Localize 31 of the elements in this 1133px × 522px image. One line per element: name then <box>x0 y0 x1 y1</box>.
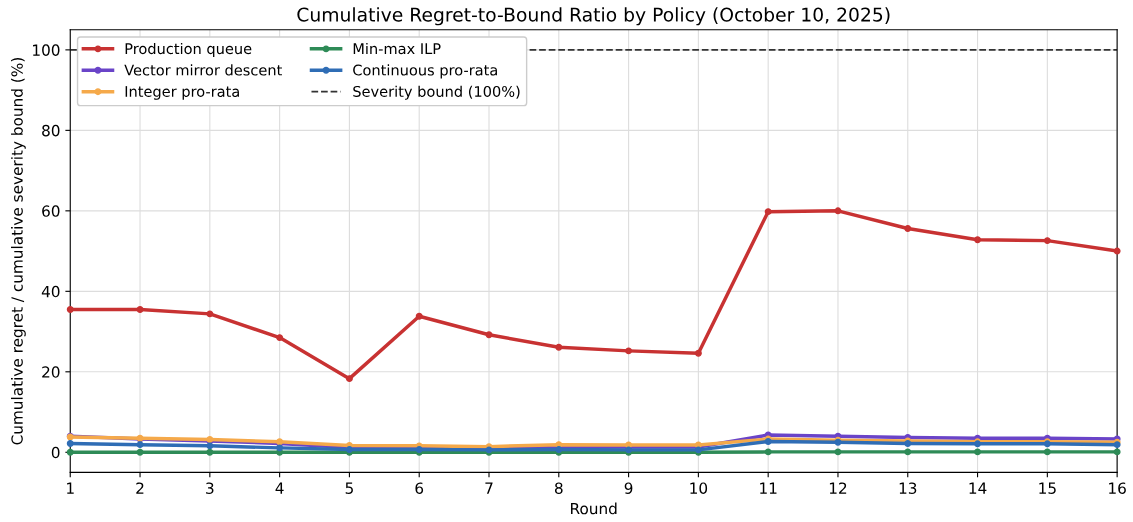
y-tick-label: 0 <box>51 446 60 459</box>
x-tick-label: 6 <box>415 482 424 494</box>
x-tick-label: 11 <box>760 482 777 494</box>
chart-title: Cumulative Regret-to-Bound Ratio by Policy (October 10, 2025) <box>297 7 890 26</box>
legend-label: Severity bound (100%) <box>353 85 520 100</box>
x-tick-label: 5 <box>345 482 353 494</box>
x-axis-title: Round <box>571 502 617 515</box>
y-tick-label: 60 <box>42 205 60 217</box>
x-tick-label: 10 <box>690 482 708 494</box>
x-tick-label: 2 <box>136 482 144 494</box>
legend-label: Vector mirror descent <box>124 64 282 76</box>
y-tick-label: 80 <box>42 124 60 137</box>
x-tick-label: 16 <box>1109 482 1126 494</box>
y-tick-label: 20 <box>42 366 60 378</box>
legend-label: Production queue <box>125 42 252 57</box>
x-tick-label: 15 <box>1039 482 1056 494</box>
x-tick-label: 13 <box>899 482 917 494</box>
x-tick-label: 12 <box>829 482 847 494</box>
y-axis-title: Cumulative regret / cumulative severity bound (%) <box>11 58 26 445</box>
x-tick-label: 14 <box>969 482 987 494</box>
x-tick-label: 4 <box>275 482 284 494</box>
legend-label: Continuous pro-rata <box>353 64 497 79</box>
legend-label: Min-max ILP <box>353 42 441 55</box>
y-tick-label: 40 <box>41 285 60 298</box>
x-tick-label: 3 <box>206 482 214 494</box>
x-tick-label: 1 <box>67 482 74 494</box>
y-tick-label: 100 <box>33 44 60 56</box>
x-tick-label: 9 <box>624 482 633 494</box>
x-tick-label: 8 <box>554 482 563 494</box>
legend-label: Integer pro-rata <box>125 86 239 100</box>
x-tick-label: 7 <box>485 482 493 494</box>
